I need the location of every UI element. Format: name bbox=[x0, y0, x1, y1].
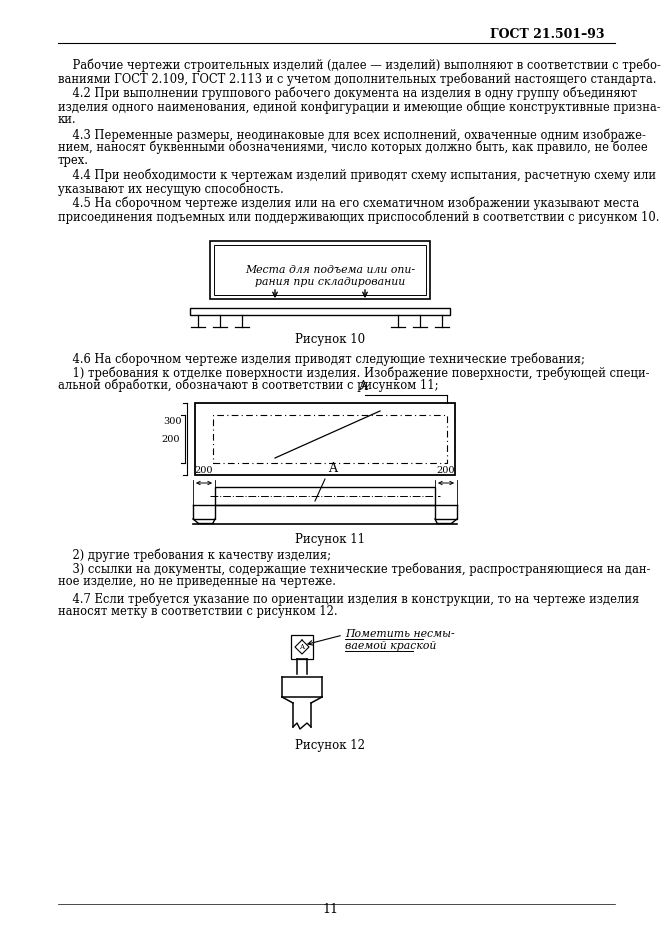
Text: ваемой краской: ваемой краской bbox=[345, 641, 436, 651]
Text: изделия одного наименования, единой конфигурации и имеющие общие конструктивные : изделия одного наименования, единой конф… bbox=[58, 100, 660, 113]
Text: 4.5 На сборочном чертеже изделия или на его схематичном изображении указывают ме: 4.5 На сборочном чертеже изделия или на … bbox=[58, 197, 639, 211]
Text: ваниями ГОСТ 2.109, ГОСТ 2.113 и с учетом дополнительных требований настоящего с: ваниями ГОСТ 2.109, ГОСТ 2.113 и с учето… bbox=[58, 72, 656, 85]
Text: указывают их несущую способность.: указывают их несущую способность. bbox=[58, 182, 284, 196]
Text: трех.: трех. bbox=[58, 154, 89, 167]
Text: 4.4 При необходимости к чертежам изделий приводят схему испытания, расчетную схе: 4.4 При необходимости к чертежам изделий… bbox=[58, 169, 656, 183]
Text: Рисунок 10: Рисунок 10 bbox=[295, 333, 365, 346]
Text: 11: 11 bbox=[322, 903, 338, 916]
Text: альной обработки, обозначают в соответствии с рисунком 11;: альной обработки, обозначают в соответст… bbox=[58, 379, 438, 392]
Text: A: A bbox=[299, 643, 305, 651]
Text: 200: 200 bbox=[437, 466, 455, 475]
Text: 4.2 При выполнении группового рабочего документа на изделия в одну группу объеди: 4.2 При выполнении группового рабочего д… bbox=[58, 87, 637, 100]
Text: 4.7 Если требуется указание по ориентации изделия в конструкции, то на чертеже и: 4.7 Если требуется указание по ориентаци… bbox=[58, 592, 639, 606]
Text: ки.: ки. bbox=[58, 113, 77, 126]
Bar bbox=[190, 308, 450, 315]
Bar bbox=[210, 241, 430, 299]
Text: 1) требования к отделке поверхности изделия. Изображение поверхности, требующей : 1) требования к отделке поверхности изде… bbox=[58, 366, 650, 379]
Text: A: A bbox=[329, 462, 338, 475]
Text: Рисунок 11: Рисунок 11 bbox=[295, 533, 365, 546]
Text: A: A bbox=[358, 380, 368, 393]
Bar bbox=[215, 487, 435, 505]
Text: 2) другие требования к качеству изделия;: 2) другие требования к качеству изделия; bbox=[58, 549, 331, 563]
Text: 200: 200 bbox=[161, 434, 180, 444]
Text: рания при складировании: рания при складировании bbox=[255, 277, 405, 287]
Text: Места для подъема или опи-: Места для подъема или опи- bbox=[245, 265, 415, 275]
Bar bbox=[291, 635, 313, 659]
Text: нием, наносят буквенными обозначениями, число которых должно быть, как правило, : нием, наносят буквенными обозначениями, … bbox=[58, 141, 648, 154]
Text: наносят метку в соответствии с рисунком 12.: наносят метку в соответствии с рисунком … bbox=[58, 605, 338, 618]
Text: присоединения подъемных или поддерживающих приспособлений в соответствии с рисун: присоединения подъемных или поддерживающ… bbox=[58, 210, 660, 224]
Bar bbox=[213, 415, 447, 463]
Text: Рисунок 12: Рисунок 12 bbox=[295, 739, 365, 752]
Text: 300: 300 bbox=[163, 417, 182, 426]
Text: ГОСТ 21.501–93: ГОСТ 21.501–93 bbox=[490, 28, 605, 41]
Text: Рабочие чертежи строительных изделий (далее — изделий) выполняют в соответствии : Рабочие чертежи строительных изделий (да… bbox=[58, 59, 661, 72]
Text: ное изделие, но не приведенные на чертеже.: ное изделие, но не приведенные на чертеж… bbox=[58, 575, 336, 588]
Text: 200: 200 bbox=[195, 466, 214, 475]
Bar bbox=[214, 245, 426, 295]
Text: Пометить несмы-: Пометить несмы- bbox=[345, 629, 455, 639]
Text: 4.3 Переменные размеры, неодинаковые для всех исполнений, охваченные одним изобр: 4.3 Переменные размеры, неодинаковые для… bbox=[58, 128, 646, 141]
Text: 4.6 На сборочном чертеже изделия приводят следующие технические требования;: 4.6 На сборочном чертеже изделия приводя… bbox=[58, 353, 585, 367]
Text: 3) ссылки на документы, содержащие технические требования, распространяющиеся на: 3) ссылки на документы, содержащие техни… bbox=[58, 562, 650, 576]
Bar bbox=[195, 403, 455, 475]
